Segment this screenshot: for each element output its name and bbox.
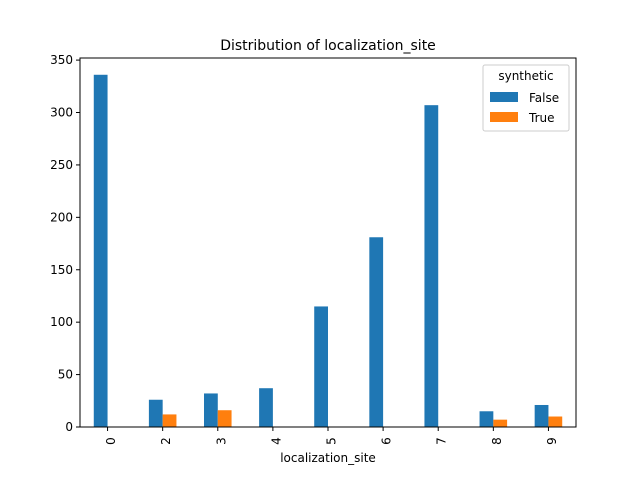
legend-label-true: True bbox=[528, 111, 555, 125]
x-tick-label: 0 bbox=[104, 437, 118, 445]
bar-false-3 bbox=[204, 393, 218, 427]
bar-false-5 bbox=[314, 306, 328, 427]
y-tick-label: 150 bbox=[50, 263, 73, 277]
y-axis: 0 50 100 150 200 250 300 350 bbox=[50, 53, 80, 434]
x-tick-label: 7 bbox=[435, 437, 449, 445]
bar-false-6 bbox=[369, 237, 384, 427]
x-axis: 0 2 3 4 5 6 7 8 9 bbox=[104, 427, 559, 445]
legend: synthetic False True bbox=[482, 64, 570, 132]
legend-label-false: False bbox=[529, 91, 559, 105]
x-tick-label: 3 bbox=[214, 437, 228, 445]
chart-title: Distribution of localization_site bbox=[220, 38, 436, 54]
bar-true-3 bbox=[217, 410, 232, 427]
legend-entries: False True bbox=[490, 91, 559, 125]
plot-frame bbox=[79, 57, 577, 428]
x-tick-label: 9 bbox=[545, 437, 559, 445]
x-tick-label: 5 bbox=[325, 437, 339, 445]
legend-swatch-false bbox=[490, 92, 518, 102]
y-tick-label: 350 bbox=[50, 53, 73, 67]
x-tick-label: 6 bbox=[380, 437, 394, 445]
bar-true-2 bbox=[162, 414, 177, 427]
bar-true-9 bbox=[548, 416, 563, 427]
bar-false-8 bbox=[479, 411, 494, 427]
bar-false-9 bbox=[534, 404, 549, 427]
plot-area bbox=[93, 74, 563, 428]
bar-false-4 bbox=[259, 388, 273, 427]
bar-false-0 bbox=[93, 74, 108, 427]
y-tick-label: 50 bbox=[58, 368, 73, 382]
legend-title: synthetic bbox=[498, 69, 553, 83]
y-tick-label: 200 bbox=[50, 210, 73, 224]
x-tick-label: 2 bbox=[159, 437, 173, 445]
bar-true-8 bbox=[493, 419, 508, 427]
bar-false-2 bbox=[148, 399, 163, 427]
x-tick-label: 8 bbox=[490, 437, 504, 445]
bar-false-7 bbox=[424, 105, 439, 428]
x-tick-label: 4 bbox=[269, 437, 283, 445]
y-tick-label: 250 bbox=[50, 158, 73, 172]
y-tick-label: 0 bbox=[65, 420, 73, 434]
y-tick-label: 100 bbox=[50, 315, 73, 329]
x-axis-label: localization_site bbox=[280, 451, 376, 465]
y-tick-label: 300 bbox=[50, 106, 73, 120]
legend-swatch-true bbox=[490, 112, 518, 122]
